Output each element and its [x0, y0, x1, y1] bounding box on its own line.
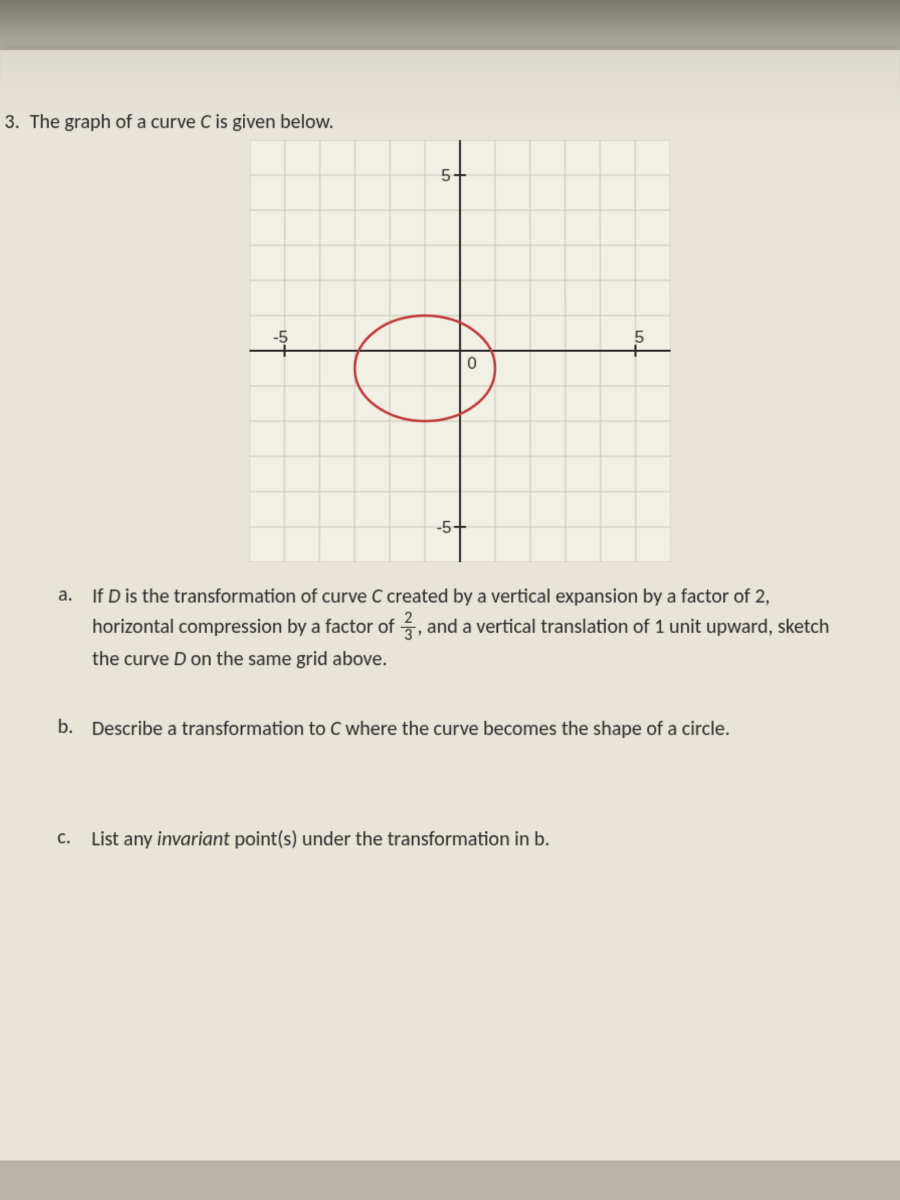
part-a-label: a. — [58, 582, 92, 674]
page-content: 3. The graph of a curve C is given below… — [0, 50, 900, 936]
svg-text:-5: -5 — [273, 328, 288, 347]
part-b: b. Describe a transformation to C where … — [58, 715, 833, 744]
part-b-text: Describe a transformation to C where the… — [92, 715, 730, 744]
part-a-t1: If — [92, 584, 108, 608]
part-a-t2: is the transformation of curve — [120, 584, 371, 608]
part-a-var2: C — [372, 584, 383, 608]
part-a: a. If D is the transformation of curve C… — [58, 582, 832, 674]
part-b-var1: C — [330, 717, 341, 741]
part-a-t5: on the same grid above. — [186, 647, 387, 671]
part-c-t2: point(s) under the transformation in b. — [230, 827, 550, 851]
svg-text:-5: -5 — [436, 518, 451, 537]
coordinate-graph: -5 5 5 -5 0 — [249, 140, 671, 562]
prompt-prefix: The graph of a curve — [30, 110, 201, 134]
part-a-var3: D — [174, 647, 186, 671]
part-c-em: invariant — [157, 827, 230, 851]
frac-den: 3 — [401, 628, 415, 644]
svg-text:0: 0 — [467, 354, 476, 373]
part-c-label: c. — [57, 825, 91, 854]
part-b-t1: Describe a transformation to — [92, 717, 330, 741]
question-number: 3. — [0, 110, 30, 134]
prompt-suffix: is given below. — [211, 110, 334, 134]
page-edge-shadow — [0, 0, 900, 55]
part-b-label: b. — [58, 715, 92, 744]
question-prompt: The graph of a curve C is given below. — [30, 110, 334, 134]
part-b-t2: where the curve becomes the shape of a c… — [341, 717, 730, 741]
svg-text:5: 5 — [635, 328, 645, 347]
worksheet-page: 3. The graph of a curve C is given below… — [0, 50, 900, 1160]
prompt-variable: C — [200, 110, 211, 134]
part-c-t1: List any — [92, 827, 158, 851]
part-c: c. List any invariant point(s) under the… — [57, 825, 832, 854]
part-c-text: List any invariant point(s) under the tr… — [92, 825, 550, 854]
part-a-text: If D is the transformation of curve C cr… — [92, 582, 832, 674]
part-a-var1: D — [108, 584, 120, 608]
svg-text:5: 5 — [441, 166, 450, 185]
question-parts: a. If D is the transformation of curve C… — [57, 582, 832, 854]
question-header: 3. The graph of a curve C is given below… — [0, 110, 860, 134]
part-a-fraction: 23 — [401, 611, 415, 644]
graph-container: -5 5 5 -5 0 — [58, 140, 862, 562]
